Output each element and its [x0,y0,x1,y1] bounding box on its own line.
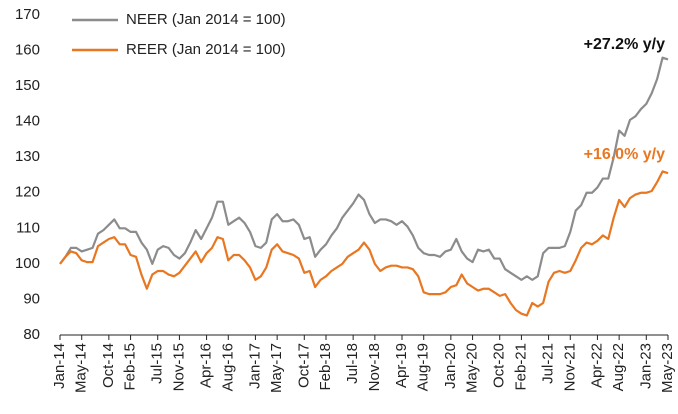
x-tick-label: Jan-14 [51,343,68,389]
x-tick-label: May-14 [73,343,90,393]
legend-label: NEER (Jan 2014 = 100) [126,11,286,28]
x-tick-label: Apr-16 [198,343,215,388]
x-tick-label: Aug-22 [610,343,627,391]
x-tick-label: Jul-21 [540,343,557,384]
x-tick-label: Jul-15 [149,343,166,384]
y-tick-label: 150 [15,77,40,94]
y-tick-label: 160 [15,42,40,59]
x-tick-label: Apr-19 [393,343,410,388]
x-tick-label: Nov-21 [561,343,578,391]
series-line [59,170,669,317]
x-tick-label: Aug-16 [219,343,236,391]
x-tick-label: Aug-19 [415,343,432,391]
series-line [59,56,669,281]
annotation: +27.2% y/y [584,36,666,53]
x-tick-label: May-23 [659,343,676,393]
y-tick-label: 140 [15,113,40,130]
x-tick-label: May-17 [268,343,285,393]
annotation: +16.0% y/y [584,146,666,163]
y-tick-label: 170 [15,6,40,23]
x-tick-label: Feb-18 [317,343,334,391]
x-tick-label: Jan-20 [442,343,459,389]
y-tick-label: 90 [23,290,40,307]
y-tick-label: 130 [15,148,40,165]
x-tick-label: Oct-14 [100,343,117,388]
x-tick-label: Apr-22 [588,343,605,388]
x-tick-label: Nov-18 [366,343,383,391]
y-tick-label: 110 [16,219,40,236]
y-tick-label: 80 [23,326,40,343]
y-tick-label: 100 [15,255,40,272]
x-tick-label: Feb-15 [122,343,139,391]
x-tick-label: Feb-21 [512,343,529,391]
x-tick-label: May-20 [464,343,481,393]
x-tick-label: Nov-15 [170,343,187,391]
x-tick-label: Jul-18 [344,343,361,384]
x-tick-label: Oct-20 [491,343,508,388]
x-tick-label: Oct-17 [295,343,312,388]
legend-label: REER (Jan 2014 = 100) [126,41,286,58]
x-tick-label: Jan-23 [637,343,654,389]
x-tick-label: Jan-17 [246,343,263,389]
y-tick-label: 120 [15,184,40,201]
